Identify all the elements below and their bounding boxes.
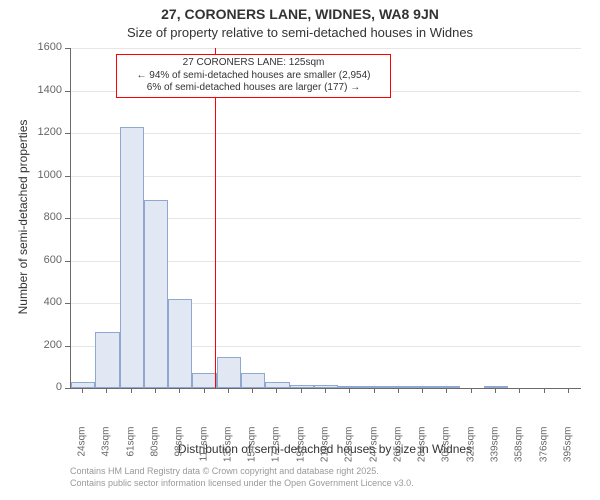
histogram-bar [411,386,435,388]
ytick-mark [65,388,70,389]
xtick-mark [349,388,350,393]
ytick-label: 0 [22,381,62,393]
footer-line1: Contains HM Land Registry data © Crown c… [70,466,414,478]
xtick-label: 228sqm [344,427,355,477]
ytick-label: 1600 [22,41,62,53]
ytick-label: 1200 [22,126,62,138]
histogram-bar [241,373,265,388]
histogram-bar [192,373,216,388]
xtick-label: 154sqm [247,427,258,477]
xtick-label: 172sqm [271,427,282,477]
xtick-mark [398,388,399,393]
xtick-mark [446,388,447,393]
gridline [71,48,581,49]
ytick-label: 1000 [22,169,62,181]
footer-line2: Contains public sector information licen… [70,478,414,490]
histogram-bar [290,385,314,388]
ytick-mark [65,346,70,347]
plot-area [70,48,581,389]
xtick-mark [179,388,180,393]
ytick-label: 200 [22,339,62,351]
xtick-label: 321sqm [465,427,476,477]
xtick-label: 302sqm [441,427,452,477]
ytick-label: 800 [22,211,62,223]
histogram-bar [71,382,95,388]
chart-title-line2: Size of property relative to semi-detach… [0,25,600,40]
xtick-label: 61sqm [125,427,136,477]
xtick-mark [276,388,277,393]
ytick-label: 1400 [22,84,62,96]
annotation-line: 27 CORONERS LANE: 125sqm [121,57,386,70]
xtick-mark [82,388,83,393]
histogram-bar [95,332,119,388]
histogram-bar [120,127,144,388]
annotation-line: ← 94% of semi-detached houses are smalle… [121,70,386,83]
histogram-bar [144,200,168,388]
ytick-mark [65,48,70,49]
xtick-label: 376sqm [538,427,549,477]
xtick-mark [204,388,205,393]
xtick-label: 210sqm [320,427,331,477]
ytick-label: 400 [22,296,62,308]
xtick-label: 247sqm [368,427,379,477]
annotation-box: 27 CORONERS LANE: 125sqm← 94% of semi-de… [116,54,391,98]
xtick-label: 395sqm [562,427,573,477]
xtick-mark [301,388,302,393]
xtick-mark [374,388,375,393]
gridline [71,133,581,134]
xtick-label: 191sqm [295,427,306,477]
ytick-mark [65,176,70,177]
ytick-label: 600 [22,254,62,266]
xtick-label: 135sqm [222,427,233,477]
xtick-mark [325,388,326,393]
xtick-mark [568,388,569,393]
ytick-mark [65,261,70,262]
histogram-bar [265,382,289,388]
xtick-mark [519,388,520,393]
xtick-mark [252,388,253,393]
histogram-bar [362,386,386,388]
xtick-label: 24sqm [77,427,88,477]
xtick-mark [155,388,156,393]
xtick-label: 117sqm [198,427,209,477]
xtick-label: 339sqm [490,427,501,477]
chart-title-line1: 27, CORONERS LANE, WIDNES, WA8 9JN [0,6,600,22]
histogram-bar [217,357,241,388]
xtick-mark [495,388,496,393]
xtick-label: 358sqm [514,427,525,477]
histogram-bar [168,299,192,388]
ytick-mark [65,303,70,304]
xtick-mark [422,388,423,393]
xtick-mark [106,388,107,393]
chart-container: 27, CORONERS LANE, WIDNES, WA8 9JN Size … [0,0,600,500]
gridline [71,176,581,177]
xtick-label: 43sqm [101,427,112,477]
ytick-mark [65,218,70,219]
xtick-label: 265sqm [392,427,403,477]
xtick-mark [544,388,545,393]
annotation-line: 6% of semi-detached houses are larger (1… [121,82,386,95]
xtick-label: 284sqm [417,427,428,477]
xtick-label: 80sqm [150,427,161,477]
histogram-bar [435,386,459,388]
reference-line [215,48,216,388]
histogram-bar [338,386,362,388]
ytick-mark [65,133,70,134]
xtick-mark [471,388,472,393]
xtick-mark [228,388,229,393]
footer-note: Contains HM Land Registry data © Crown c… [70,466,414,489]
xtick-label: 98sqm [174,427,185,477]
xtick-mark [131,388,132,393]
ytick-mark [65,91,70,92]
histogram-bar [387,386,411,388]
